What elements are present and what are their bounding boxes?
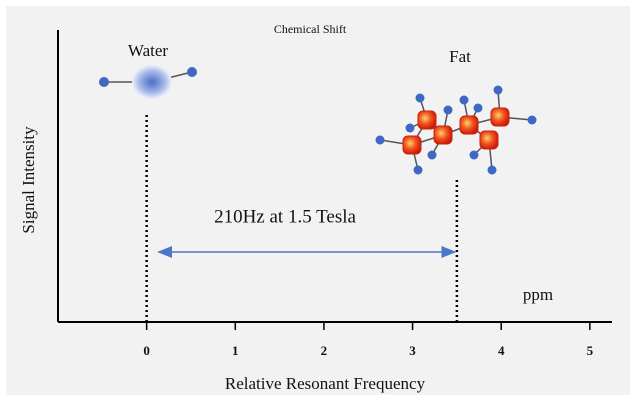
water-molecule <box>99 65 197 99</box>
separation-label: 210Hz at 1.5 Tesla <box>214 206 356 227</box>
water-label: Water <box>128 41 168 60</box>
x-tick-label: 3 <box>409 343 416 358</box>
fat-label: Fat <box>449 47 471 66</box>
x-tick-label: 1 <box>232 343 239 358</box>
background <box>6 6 630 395</box>
x-tick-label: 2 <box>321 343 328 358</box>
title: Chemical Shift <box>274 22 347 36</box>
unit-label: ppm <box>523 285 553 304</box>
x-tick-label: 4 <box>498 343 505 358</box>
y-axis-label: Signal Intensity <box>19 126 38 234</box>
fat-molecule <box>375 85 537 175</box>
x-tick-label: 0 <box>143 343 150 358</box>
x-tick-label: 5 <box>587 343 594 358</box>
x-axis-label: Relative Resonant Frequency <box>225 374 426 393</box>
